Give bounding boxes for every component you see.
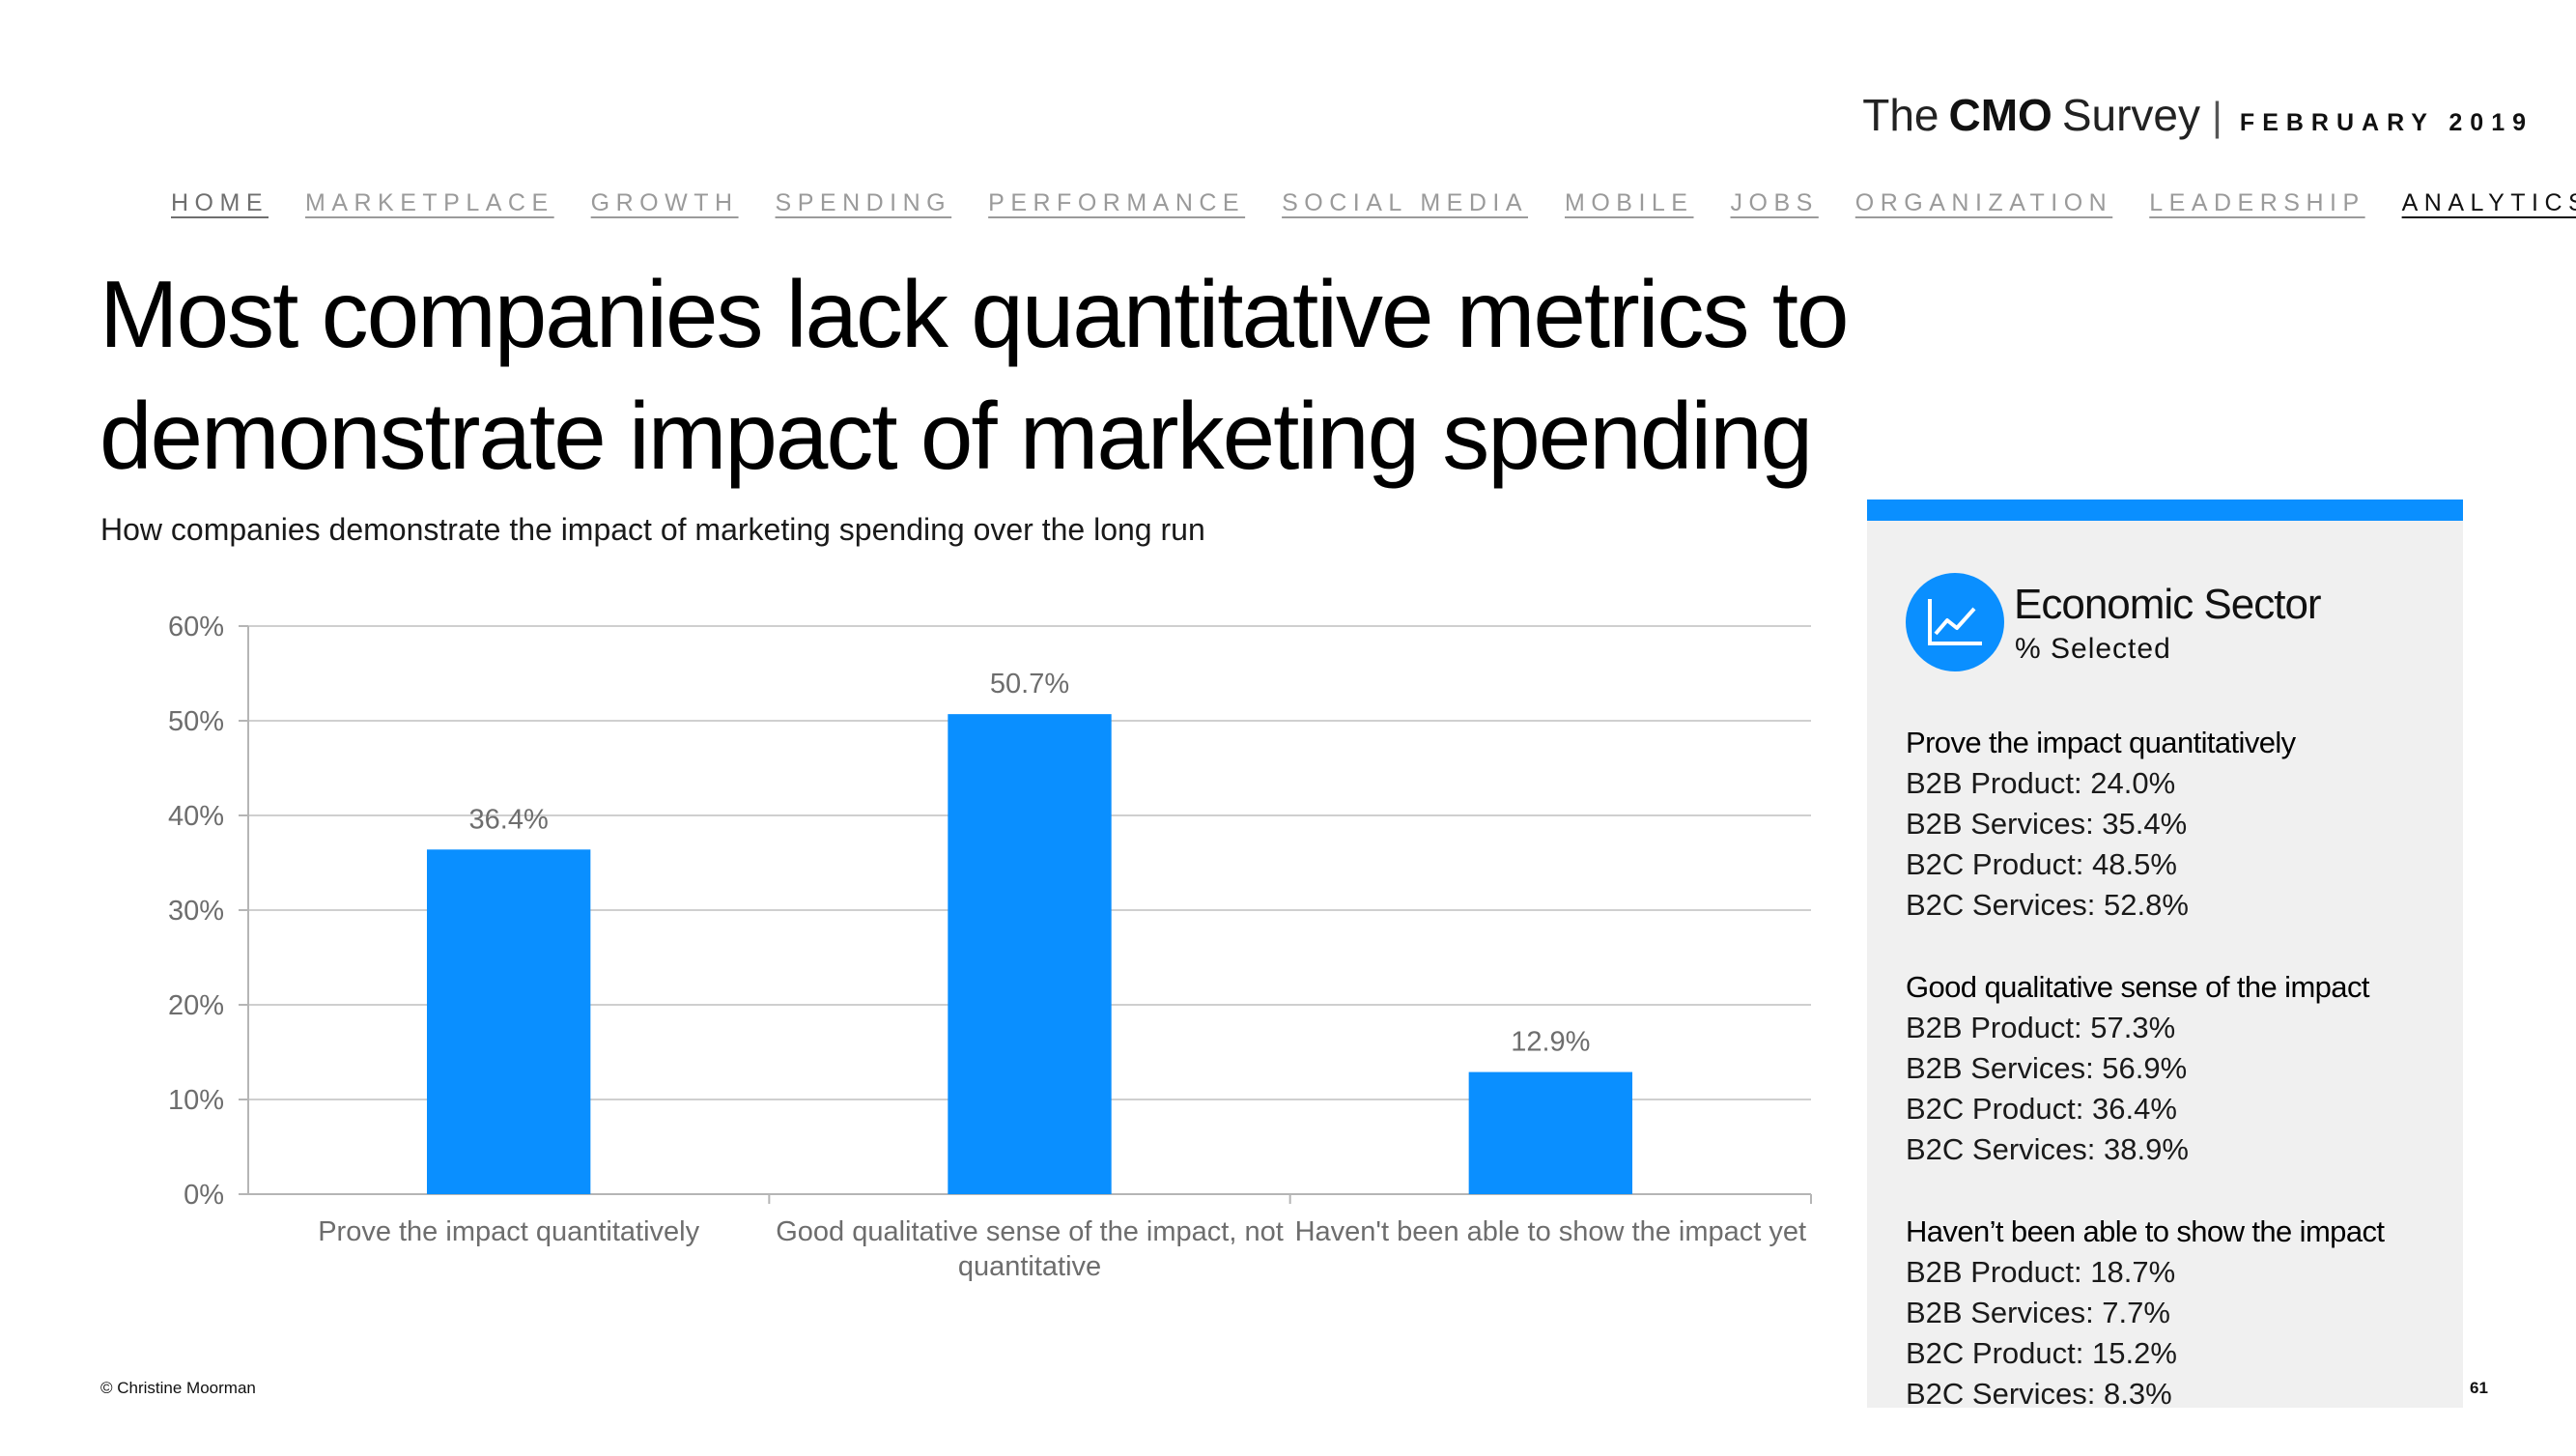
data-label: 50.7% (990, 669, 1069, 699)
list-item: B2C Product: 15.2% (1906, 1333, 2384, 1374)
bar-chart: 0% 10% 20% 30% 40% 50% 60% 36.4% Prove the impac… (0, 580, 1854, 1314)
line-chart-icon (1906, 573, 2004, 671)
list-item: B2B Product: 24.0% (1906, 763, 2384, 804)
list-item: B2C Services: 52.8% (1906, 885, 2384, 926)
brand-the: The (1862, 89, 1939, 141)
brand-cmo: CMO (1949, 89, 2052, 141)
list-item: B2B Product: 18.7% (1906, 1252, 2384, 1293)
y-tick-label: 0% (184, 1180, 224, 1211)
nav-marketplace[interactable]: MARKETPLACE (305, 189, 554, 217)
nav-growth[interactable]: GROWTH (591, 189, 739, 217)
brand-separator: | (2212, 94, 2222, 140)
list-item: B2C Product: 48.5% (1906, 844, 2384, 885)
list-item: B2C Services: 38.9% (1906, 1129, 2384, 1170)
list-item: B2C Services: 8.3% (1906, 1374, 2384, 1414)
sector-group-not-shown: Haven’t been able to show the impact B2B… (1906, 1212, 2384, 1414)
section-nav: HOME MARKETPLACE GROWTH SPENDING PERFORM… (171, 189, 2576, 217)
y-tick-label: 40% (168, 801, 224, 832)
list-item: B2C Product: 36.4% (1906, 1089, 2384, 1129)
data-label: 12.9% (1511, 1027, 1590, 1058)
y-tick-label: 60% (168, 612, 224, 642)
brand-logo: The CMO Survey | FEBRUARY 2019 (1862, 89, 2534, 147)
title-line-2: demonstrate impact of marketing spending (99, 383, 1811, 489)
nav-jobs[interactable]: JOBS (1731, 189, 1819, 217)
panel-subtitle: % Selected (2015, 633, 2171, 666)
y-tick-label: 50% (168, 706, 224, 737)
economic-sector-panel: Economic Sector % Selected Prove the imp… (1867, 500, 2463, 1408)
brand-survey: Survey (2062, 89, 2200, 141)
sector-groups: Prove the impact quantitatively B2B Prod… (1906, 723, 2384, 1456)
nav-analytics[interactable]: ANALYTICS (2402, 189, 2576, 217)
page-title: Most companies lack quantitative metrics… (99, 253, 1935, 497)
x-tick-label: Good qualitative sense of the impact, no… (776, 1216, 1284, 1247)
list-item: B2B Services: 56.9% (1906, 1048, 2384, 1089)
nav-home[interactable]: HOME (171, 189, 269, 217)
list-item: B2B Services: 7.7% (1906, 1293, 2384, 1333)
nav-organization[interactable]: ORGANIZATION (1855, 189, 2112, 217)
data-label: 36.4% (469, 804, 549, 835)
list-item: B2B Services: 35.4% (1906, 804, 2384, 844)
x-tick-label: quantitative (958, 1251, 1101, 1282)
bar (1469, 1072, 1632, 1194)
nav-spending[interactable]: SPENDING (776, 189, 952, 217)
group-heading: Haven’t been able to show the impact (1906, 1212, 2384, 1252)
nav-leadership[interactable]: LEADERSHIP (2149, 189, 2364, 217)
bar (948, 714, 1111, 1194)
sector-group-quantitative: Prove the impact quantitatively B2B Prod… (1906, 723, 2384, 926)
nav-social-media[interactable]: SOCIAL MEDIA (1282, 189, 1528, 217)
panel-title: Economic Sector (2014, 581, 2321, 629)
x-tick-label: Prove the impact quantitatively (318, 1216, 699, 1247)
y-tick-label: 30% (168, 896, 224, 927)
nav-performance[interactable]: PERFORMANCE (988, 189, 1245, 217)
list-item: B2B Product: 57.3% (1906, 1008, 2384, 1048)
nav-mobile[interactable]: MOBILE (1565, 189, 1693, 217)
sector-group-qualitative: Good qualitative sense of the impact B2B… (1906, 967, 2384, 1170)
report-date: FEBRUARY 2019 (2240, 109, 2534, 137)
group-heading: Good qualitative sense of the impact (1906, 967, 2384, 1008)
group-heading: Prove the impact quantitatively (1906, 723, 2384, 763)
chart-subtitle: How companies demonstrate the impact of … (100, 512, 1205, 548)
title-line-1: Most companies lack quantitative metrics… (99, 261, 1847, 367)
y-tick-label: 10% (168, 1085, 224, 1116)
page-number: 61 (2470, 1379, 2488, 1398)
copyright: © Christine Moorman (100, 1379, 256, 1398)
x-tick-label: Haven't been able to show the impact yet (1295, 1216, 1806, 1247)
y-tick-label: 20% (168, 990, 224, 1021)
bar (427, 849, 590, 1194)
